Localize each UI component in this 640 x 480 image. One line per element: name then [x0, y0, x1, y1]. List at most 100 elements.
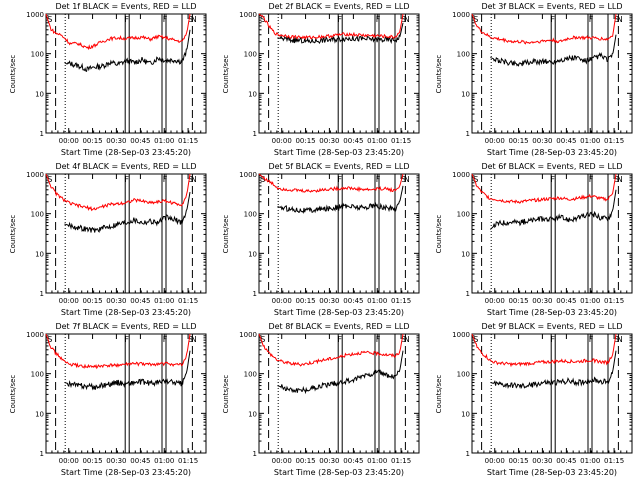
y-tick-label: 100 — [457, 371, 470, 379]
x-tick-label: 01:15 — [178, 137, 198, 145]
marker-label: S — [47, 175, 52, 184]
x-tick-label: 00:30 — [106, 137, 126, 145]
x-axis-title: Start Time (28-Sep-03 23:45:20) — [486, 148, 618, 157]
x-tick-label: 00:45 — [343, 297, 363, 305]
x-tick-label: 00:30 — [319, 297, 339, 305]
y-tick-label: 10 — [35, 90, 44, 98]
plot-panel-det-1f: Det 1f BLACK = Events, RED = LLD Counts/… — [0, 0, 213, 160]
lld-series-line — [258, 173, 404, 193]
x-tick-label: 01:15 — [391, 137, 411, 145]
plot-panel-det-3f: Det 3f BLACK = Events, RED = LLD Counts/… — [426, 0, 639, 160]
y-tick-label: 100 — [457, 51, 470, 59]
x-tick-label: 01:15 — [391, 457, 411, 465]
plot-frame — [258, 173, 420, 294]
marker-label: N — [191, 175, 197, 184]
chart-svg: 1 10 100 1000 00:00 00:15 00:30 00:45 01:00 01:15… — [26, 11, 207, 145]
x-axis-title: Start Time (28-Sep-03 23:45:20) — [486, 468, 618, 477]
x-tick-label: 00:45 — [130, 137, 150, 145]
events-series-line — [490, 350, 617, 389]
marker-label: F — [376, 15, 381, 24]
marker-label: F — [376, 335, 381, 344]
y-tick-label: 100 — [244, 51, 257, 59]
plot-frame — [471, 173, 633, 294]
lld-series-line — [471, 13, 617, 45]
chart-svg: 1 10 100 1000 00:00 00:15 00:30 00:45 01:00 01:15… — [26, 331, 207, 465]
y-tick-label: 1 — [253, 130, 257, 138]
x-tick-label: 01:00 — [580, 297, 600, 305]
x-tick-label: 01:00 — [580, 137, 600, 145]
x-tick-label: 00:00 — [485, 137, 505, 145]
events-series-line — [64, 192, 191, 233]
chart-svg: 1 10 100 1000 00:00 00:15 00:30 00:45 01:00 01:15… — [452, 11, 633, 145]
y-tick-label: 1000 — [239, 11, 257, 19]
x-tick-label: 00:45 — [556, 297, 576, 305]
y-tick-label: 10 — [35, 410, 44, 418]
marker-label: S — [614, 335, 619, 344]
y-tick-label: 1 — [466, 290, 470, 298]
y-tick-label: 100 — [457, 211, 470, 219]
marker-label: F — [376, 175, 381, 184]
marker-label: F — [163, 175, 168, 184]
x-tick-label: 01:15 — [178, 457, 198, 465]
x-tick-label: 01:00 — [580, 457, 600, 465]
plot-frame — [45, 173, 207, 294]
plot-frame — [258, 333, 420, 454]
marker-label: N — [617, 15, 623, 24]
plot-panel-det-5f: Det 5f BLACK = Events, RED = LLD Counts/… — [213, 160, 426, 320]
x-tick-label: 00:30 — [319, 457, 339, 465]
chart-svg: 1 10 100 1000 00:00 00:15 00:30 00:45 01:00 01:15… — [239, 331, 420, 465]
x-tick-label: 00:15 — [508, 457, 528, 465]
y-tick-label: 1 — [466, 450, 470, 458]
lld-series-line — [471, 333, 617, 368]
events-series-line — [64, 29, 191, 72]
x-tick-label: 01:00 — [154, 297, 174, 305]
marker-label: F — [550, 335, 555, 344]
x-axis-title: Start Time (28-Sep-03 23:45:20) — [486, 308, 618, 317]
plot-frame — [471, 333, 633, 454]
y-tick-label: 100 — [244, 371, 257, 379]
y-tick-label: 1000 — [239, 331, 257, 339]
x-tick-label: 00:00 — [59, 297, 79, 305]
marker-label: S — [47, 15, 52, 24]
x-tick-label: 00:15 — [82, 297, 102, 305]
chart-svg: 1 10 100 1000 00:00 00:15 00:30 00:45 01:00 01:15… — [239, 171, 420, 305]
plot-panel-det-9f: Det 9f BLACK = Events, RED = LLD Counts/… — [426, 320, 639, 480]
x-tick-label: 00:30 — [532, 137, 552, 145]
marker-label: S — [47, 335, 52, 344]
y-tick-label: 1000 — [26, 331, 44, 339]
events-series-line — [277, 350, 404, 395]
marker-label: N — [404, 175, 410, 184]
y-tick-label: 1000 — [26, 11, 44, 19]
x-tick-label: 00:30 — [319, 137, 339, 145]
x-tick-label: 01:00 — [154, 137, 174, 145]
lld-series-line — [471, 173, 617, 205]
x-tick-label: 01:15 — [604, 457, 624, 465]
events-series-line — [277, 22, 404, 45]
x-tick-label: 01:00 — [367, 297, 387, 305]
marker-label: S — [260, 335, 265, 344]
marker-label: N — [191, 335, 197, 344]
marker-label: S — [473, 335, 478, 344]
y-tick-label: 10 — [248, 250, 257, 258]
marker-label: S — [473, 15, 478, 24]
marker-label: F — [589, 15, 594, 24]
marker-label: S — [188, 175, 193, 184]
marker-label: N — [404, 15, 410, 24]
x-tick-label: 00:00 — [59, 137, 79, 145]
plot-title: Det 1f BLACK = Events, RED = LLD — [55, 2, 197, 11]
x-tick-label: 00:00 — [272, 137, 292, 145]
y-tick-label: 1 — [40, 290, 44, 298]
y-tick-label: 1000 — [452, 11, 470, 19]
x-tick-label: 00:30 — [106, 457, 126, 465]
x-tick-label: 00:15 — [295, 137, 315, 145]
x-axis-title: Start Time (28-Sep-03 23:45:20) — [60, 308, 192, 317]
lld-series-line — [45, 13, 191, 51]
lld-series-line — [45, 173, 191, 212]
marker-label: S — [188, 15, 193, 24]
marker-label: S — [188, 335, 193, 344]
marker-label: S — [614, 15, 619, 24]
plot-frame — [45, 333, 207, 454]
x-axis-title: Start Time (28-Sep-03 23:45:20) — [60, 468, 192, 477]
x-tick-label: 00:45 — [556, 457, 576, 465]
